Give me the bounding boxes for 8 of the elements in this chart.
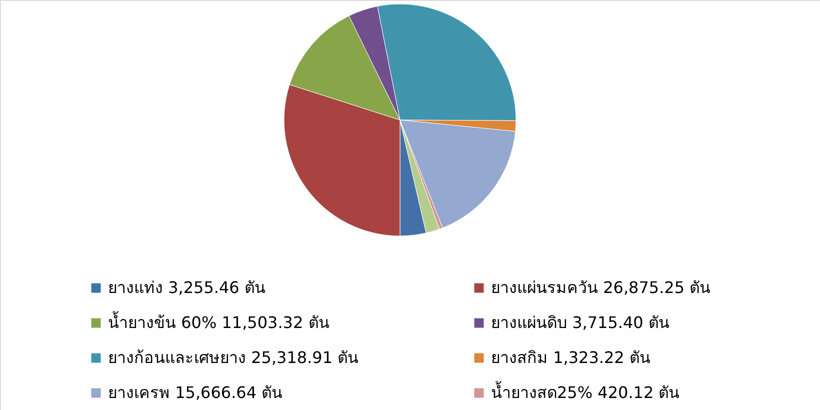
legend-label: ยางแผ่นรมควัน 26,875.25 ตัน — [491, 278, 711, 297]
legend-label: ยางแผ่นดิบ 3,715.40 ตัน — [491, 313, 670, 332]
legend-label: ยางสกิม 1,323.22 ตัน — [491, 348, 650, 367]
legend-label: ยางเครพ 15,666.64 ตัน — [108, 383, 283, 402]
legend-label: น้ำยางสด25% 420.12 ตัน — [491, 381, 680, 402]
legend-label: ยางก้อนและเศษยาง 25,318.91 ตัน — [108, 348, 359, 367]
legend-label: น้ำยางข้น 60% 11,503.32 ตัน — [108, 311, 330, 332]
legend-label: ยางแท่ง 3,255.46 ตัน — [108, 278, 266, 297]
